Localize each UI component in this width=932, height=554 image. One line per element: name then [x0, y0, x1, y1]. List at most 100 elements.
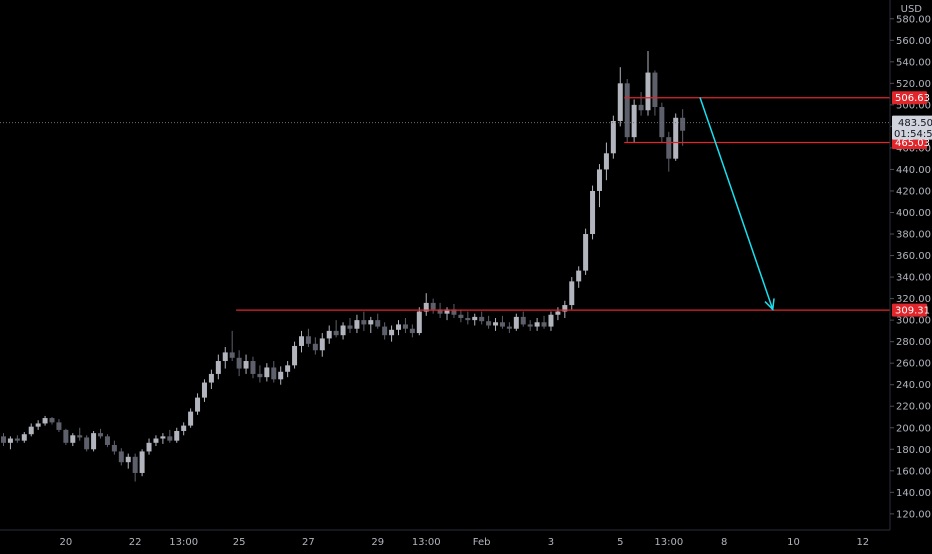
candle-body	[174, 430, 180, 441]
candle-body	[451, 309, 457, 315]
candle-body	[333, 330, 339, 336]
x-tick-label: 13:00	[412, 537, 441, 548]
candle-body	[444, 309, 450, 314]
candle-body	[104, 436, 110, 445]
candle-body	[437, 309, 443, 314]
y-tick-label: 580.00	[896, 14, 931, 25]
candle-body	[382, 326, 388, 336]
candle-body	[236, 357, 242, 369]
x-tick-label: 22	[129, 537, 142, 548]
y-tick-label: 240.00	[896, 380, 931, 391]
currency-label: USD	[900, 4, 922, 15]
y-tick-label: 360.00	[896, 251, 931, 262]
y-tick-label: 260.00	[896, 359, 931, 370]
candle-body	[416, 311, 422, 334]
price-axis: 120.00 140.00 160.00 180.00 200.00 220.00 240.…	[889, 0, 931, 530]
projection-arrow-shaft[interactable]	[699, 97, 774, 310]
candle-body	[493, 322, 499, 326]
candle-body	[409, 328, 415, 334]
candle-body	[63, 429, 69, 443]
candle-body	[56, 422, 62, 430]
y-tick-label: 180.00	[896, 445, 931, 456]
candle-body	[84, 437, 90, 450]
y-tick-label: 320.00	[896, 294, 931, 305]
candle-body	[132, 456, 138, 473]
y-tick-label: 540.00	[896, 57, 931, 68]
candle-body	[146, 442, 152, 452]
y-tick-label: 120.00	[896, 509, 931, 520]
candle-body	[98, 433, 104, 437]
candle-body	[354, 320, 360, 329]
candle-body	[118, 451, 124, 463]
candle-body	[479, 316, 485, 322]
candle-body	[49, 418, 55, 423]
bar-countdown-label: 01:54:59	[894, 129, 932, 140]
candle-body	[1, 436, 6, 443]
candle-body	[91, 433, 97, 450]
candle-body	[28, 426, 34, 435]
candle-body	[520, 316, 526, 325]
candle-body	[430, 302, 436, 310]
y-tick-label: 440.00	[896, 165, 931, 176]
candle-body	[624, 83, 630, 138]
candle-body	[319, 338, 325, 351]
candle-body	[70, 435, 76, 443]
candle-body	[562, 305, 568, 312]
candle-body	[21, 434, 27, 441]
x-tick-label: 13:00	[654, 537, 683, 548]
candle-body	[347, 325, 353, 329]
y-tick-label: 340.00	[896, 273, 931, 284]
candle-body	[527, 324, 533, 327]
y-tick-label: 220.00	[896, 402, 931, 413]
candle-body	[195, 397, 201, 412]
candle-body	[215, 361, 221, 374]
candle-body	[243, 361, 249, 369]
projection-arrow-layer	[699, 97, 775, 311]
candle-body	[222, 352, 228, 362]
candle-body	[208, 373, 214, 383]
level-price-badge	[892, 303, 927, 317]
y-tick-label: 420.00	[896, 186, 931, 197]
current-price-badge	[892, 115, 932, 140]
candle-body	[201, 382, 207, 398]
x-tick-label: 5	[617, 537, 623, 548]
candle-body	[7, 438, 13, 443]
candle-body	[14, 438, 20, 441]
candle-body	[513, 316, 519, 329]
candle-body	[499, 322, 505, 327]
candle-body	[229, 352, 235, 358]
y-tick-label: 200.00	[896, 423, 931, 434]
candle-body	[534, 322, 540, 327]
candle-body	[125, 456, 131, 463]
candle-body	[541, 322, 547, 327]
candle-body	[111, 444, 117, 452]
candle-body	[298, 336, 304, 346]
candle-body	[659, 107, 665, 138]
candle-body	[396, 324, 402, 330]
candle-body	[326, 330, 332, 339]
candle-body	[506, 326, 512, 329]
candle-body	[250, 361, 256, 374]
candle-body	[486, 321, 492, 326]
candle-body	[603, 153, 609, 170]
x-tick-label: 29	[371, 537, 384, 548]
x-tick-label: 8	[721, 537, 727, 548]
candle-body	[645, 72, 651, 111]
candle-body	[617, 83, 623, 122]
candle-body	[673, 117, 679, 159]
candle-body	[167, 436, 173, 441]
candle-body	[576, 270, 582, 282]
candle-body	[583, 234, 589, 271]
price-lines-layer	[0, 97, 890, 311]
candle-body	[278, 371, 284, 380]
candle-body	[680, 117, 686, 131]
candle-body	[77, 435, 83, 438]
candle-body	[264, 367, 270, 378]
candle-body	[375, 320, 381, 327]
candle-body	[257, 373, 263, 378]
candle-body	[590, 190, 596, 235]
projection-arrow-head[interactable]	[764, 298, 775, 311]
candle-body	[139, 451, 145, 473]
